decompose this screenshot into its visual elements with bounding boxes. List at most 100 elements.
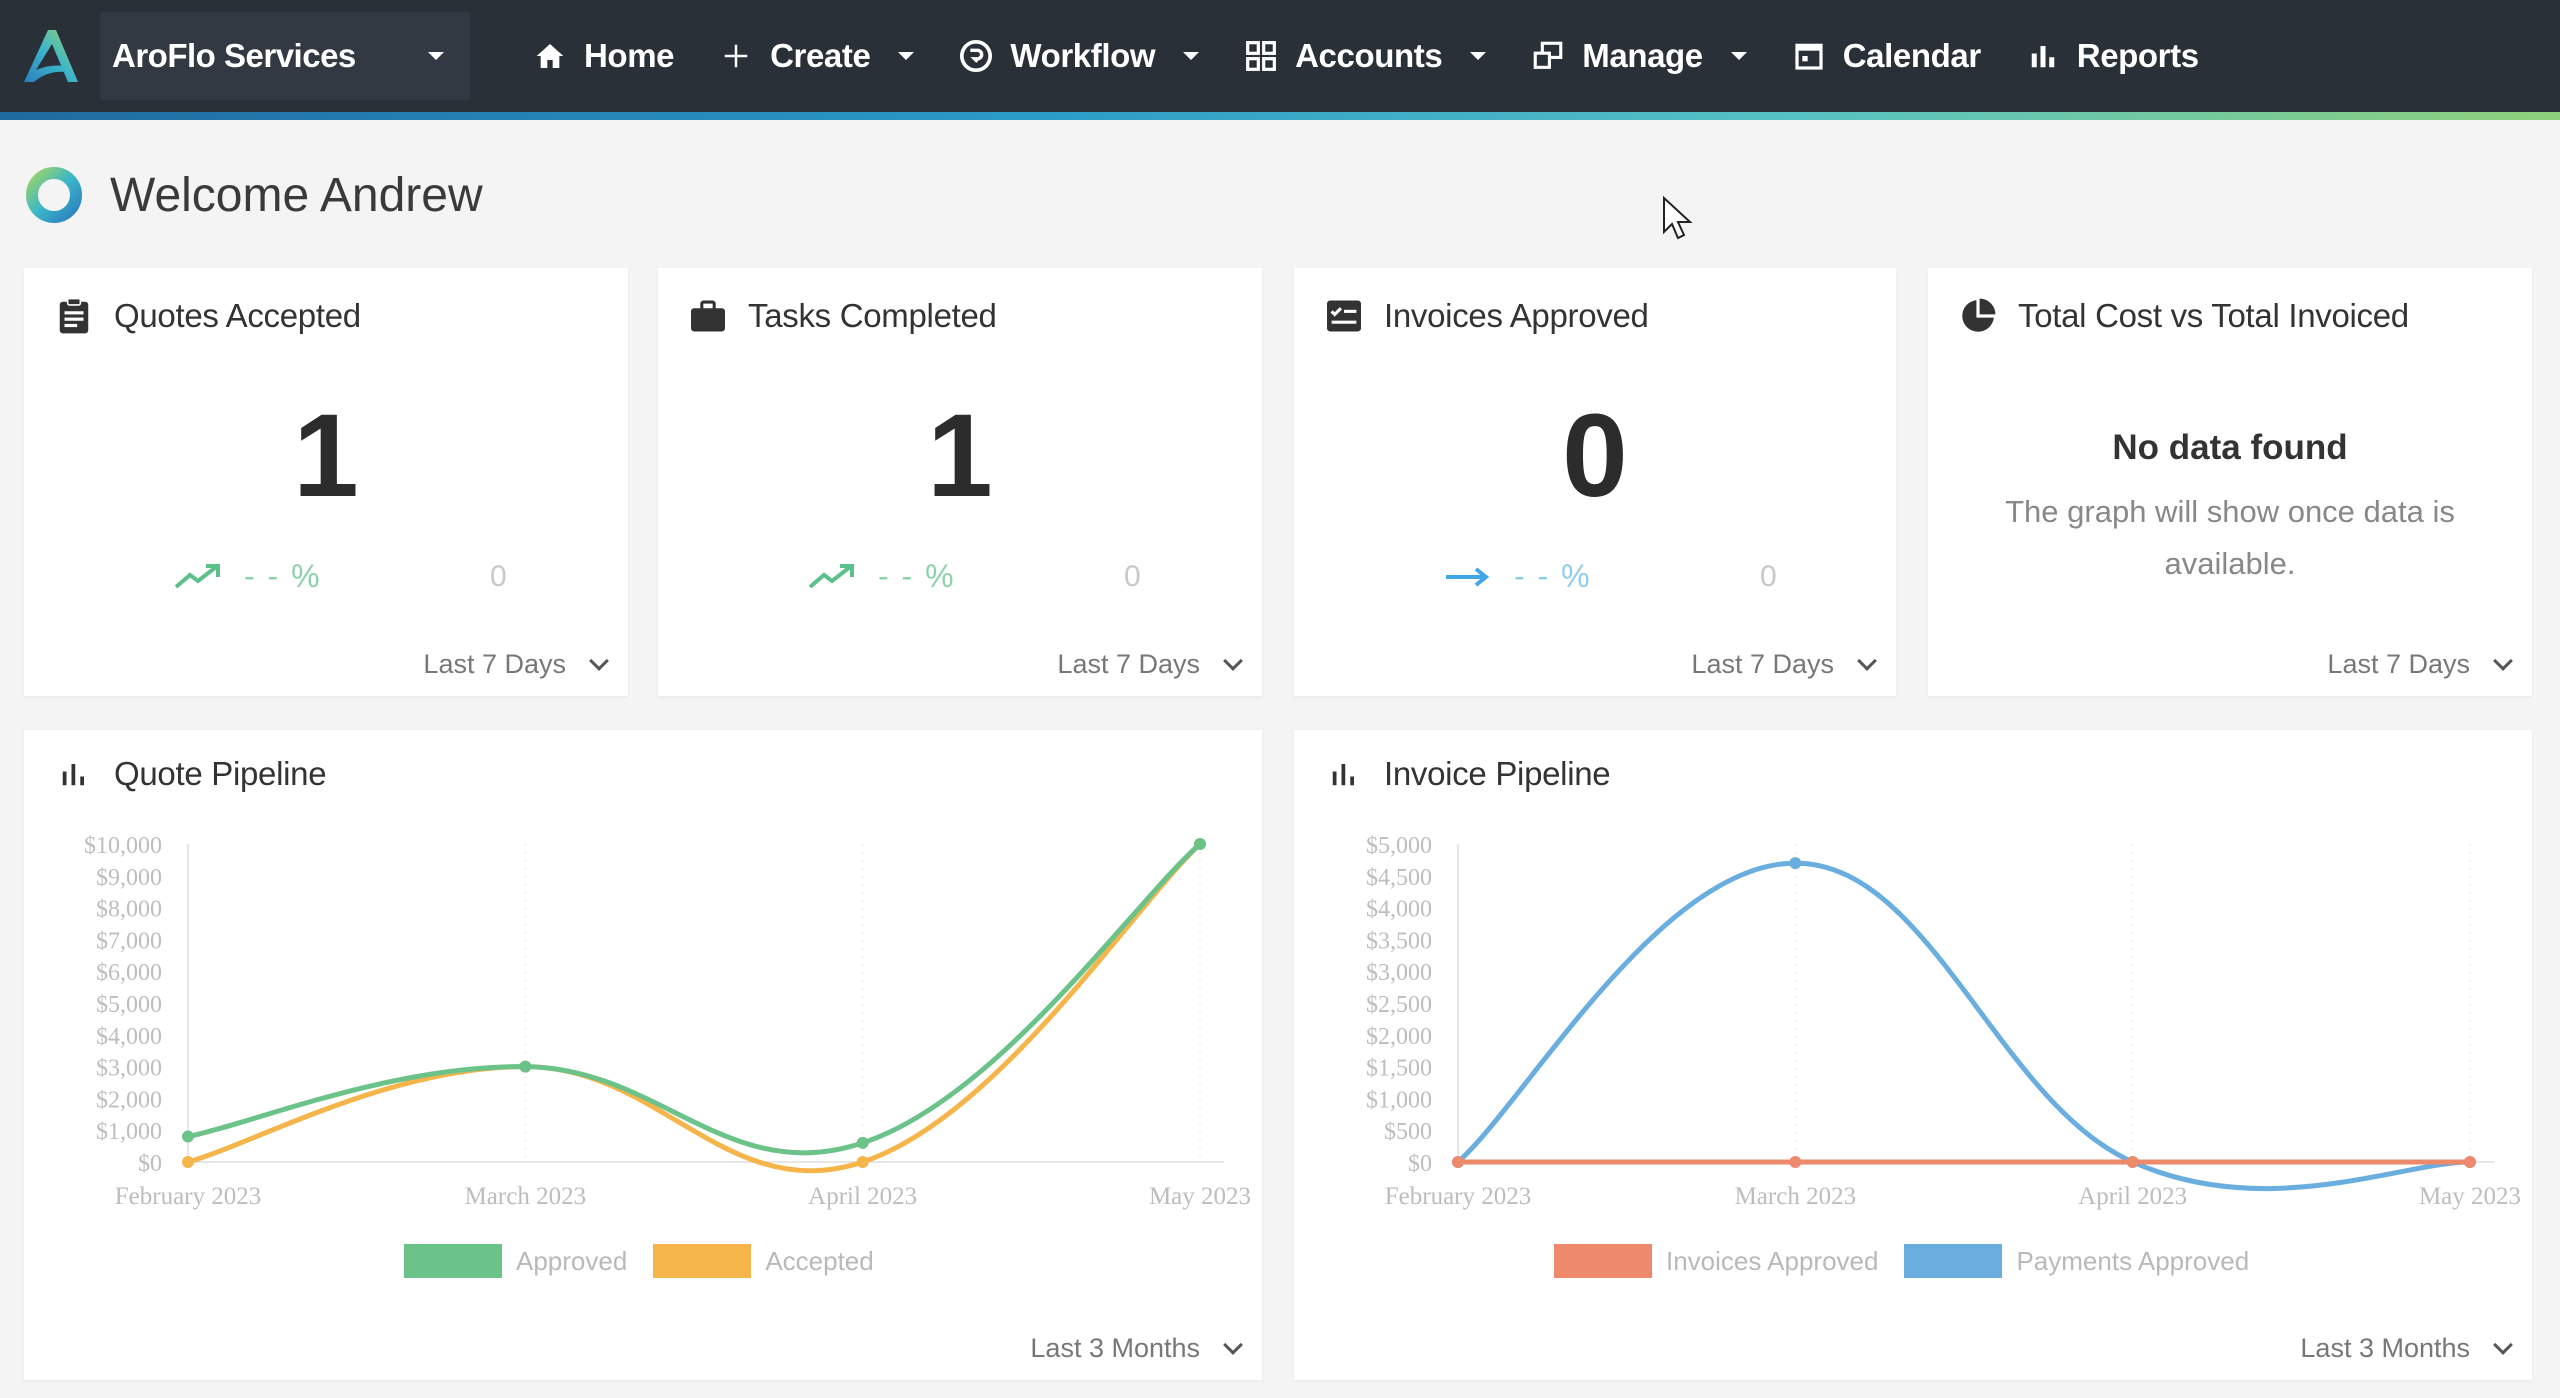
page-title: Welcome Andrew [110,168,483,222]
nav-accounts[interactable]: Accounts [1221,0,1508,112]
period-dropdown[interactable]: Last 7 Days [2327,649,2513,680]
card-header: Quote Pipeline [54,754,327,794]
y-tick-label: $5,000 [96,992,162,1018]
trend-percent: - - % [1514,558,1592,594]
card-header: Total Cost vs Total Invoiced [1958,296,2409,336]
top-navigation-bar: AroFlo Services Home Create Workflow [0,0,2560,112]
legend-item[interactable]: Approved [404,1244,627,1278]
legend-item[interactable]: Accepted [653,1244,874,1278]
stat-value: 1 [927,390,993,522]
legend-label: Invoices Approved [1666,1245,1879,1276]
period-dropdown[interactable]: Last 7 Days [423,649,609,680]
data-point [519,1060,532,1073]
period-dropdown[interactable]: Last 7 Days [1057,649,1243,680]
legend-swatch [653,1244,752,1278]
y-tick-label: $1,000 [1366,1087,1432,1113]
legend-item[interactable]: Invoices Approved [1554,1244,1878,1278]
main-menu: Home Create Workflow Accounts [510,0,2221,112]
chevron-down-icon [1857,650,1877,671]
data-point [182,1130,194,1143]
x-tick-label: April 2023 [808,1183,917,1210]
chevron-down-icon [898,52,915,60]
period-label: Last 7 Days [2327,649,2470,679]
bar-chart-icon [54,754,94,794]
previous-value: 0 [1760,559,1777,593]
y-tick-label: $1,000 [96,1119,162,1145]
x-tick-label: May 2023 [1149,1183,1251,1210]
tasks-completed-card: Tasks Completed 1 - - % 0 Last 7 Days [658,268,1262,696]
nav-create[interactable]: Create [696,0,936,112]
y-tick-label: $6,000 [96,960,162,986]
y-tick-label: $7,000 [96,928,162,954]
chevron-down-icon [1470,52,1487,60]
bar-chart-icon [1324,754,1364,794]
aroflo-ring-icon [26,167,82,223]
y-tick-label: $2,000 [1366,1024,1432,1050]
card-title: Invoices Approved [1384,297,1649,334]
trend-row: - - % 0 [1444,558,1777,595]
nav-manage-label: Manage [1582,37,1703,74]
chevron-down-icon [2493,1334,2513,1355]
nav-manage[interactable]: Manage [1508,0,1768,112]
aroflo-logo-icon [24,30,78,82]
nav-accounts-label: Accounts [1295,37,1443,74]
data-point [856,1156,869,1168]
total-cost-vs-invoiced-card: Total Cost vs Total Invoiced No data fou… [1928,268,2532,696]
nav-home[interactable]: Home [510,0,696,112]
calendar-icon [1791,38,1827,74]
trend-row: - - % 0 [808,558,1141,595]
series-line [185,841,1203,1156]
legend-label: Payments Approved [2016,1245,2250,1276]
invoices-approved-card: Invoices Approved 0 - - % 0 Last 7 Days [1294,268,1896,696]
chart-legend: Invoices Approved Payments Approved [1554,1244,2275,1278]
card-header: Tasks Completed [688,296,997,336]
company-selector[interactable]: AroFlo Services [100,12,470,100]
x-tick-label: March 2023 [465,1183,587,1210]
y-tick-label: $500 [1384,1119,1432,1145]
mouse-cursor-icon [1663,196,1693,240]
manage-icon [1530,38,1566,74]
period-label: Last 3 Months [2300,1333,2470,1363]
period-dropdown[interactable]: Last 3 Months [1030,1333,1243,1364]
data-point [1789,857,1802,870]
nav-calendar-label: Calendar [1842,37,1981,74]
data-point [1789,1156,1802,1168]
trend-flat-icon [1446,566,1490,587]
aroflo-logo[interactable] [0,0,100,112]
chevron-down-icon [589,650,609,671]
nav-accent-stripe [0,112,2560,120]
chevron-down-icon [428,52,444,60]
y-tick-label: $3,500 [1366,928,1432,954]
card-title: Total Cost vs Total Invoiced [2018,297,2409,334]
card-title: Tasks Completed [748,297,997,334]
chevron-down-icon [1223,1334,1243,1355]
nav-reports[interactable]: Reports [2003,0,2221,112]
x-tick-label: April 2023 [2078,1183,2187,1210]
stat-value: 1 [293,390,359,522]
x-tick-label: March 2023 [1735,1183,1857,1210]
data-point [2126,1156,2139,1168]
invoice-pipeline-card: Invoice Pipeline $0 $500 $1,000 $1,500 $2,00… [1294,730,2532,1380]
no-data-title: No data found [2112,428,2348,467]
period-dropdown[interactable]: Last 7 Days [1691,649,1877,680]
card-title: Invoice Pipeline [1384,755,1611,792]
invoice-pipeline-chart: $0 $500 $1,000 $1,500 $2,000 $2,500 $3,000 $3,5… [1366,833,2521,1210]
briefcase-icon [688,296,728,336]
y-tick-label: $5,000 [1366,833,1432,859]
y-tick-label: $1,500 [1366,1056,1432,1082]
y-tick-label: $2,000 [96,1087,162,1113]
trend-percent: - - % [244,558,322,594]
nav-workflow[interactable]: Workflow [936,0,1221,112]
nav-reports-label: Reports [2076,37,2199,74]
card-title: Quote Pipeline [114,755,327,792]
previous-value: 0 [490,559,507,593]
y-tick-label: $9,000 [96,865,162,891]
trend-up-icon [174,563,220,589]
grid-icon [1243,38,1279,74]
nav-calendar[interactable]: Calendar [1769,0,2003,112]
legend-item[interactable]: Payments Approved [1904,1244,2249,1278]
y-tick-label: $4,500 [1366,865,1432,891]
nav-home-label: Home [584,37,675,74]
period-dropdown[interactable]: Last 3 Months [2300,1333,2513,1364]
series-line [1455,860,2473,1192]
